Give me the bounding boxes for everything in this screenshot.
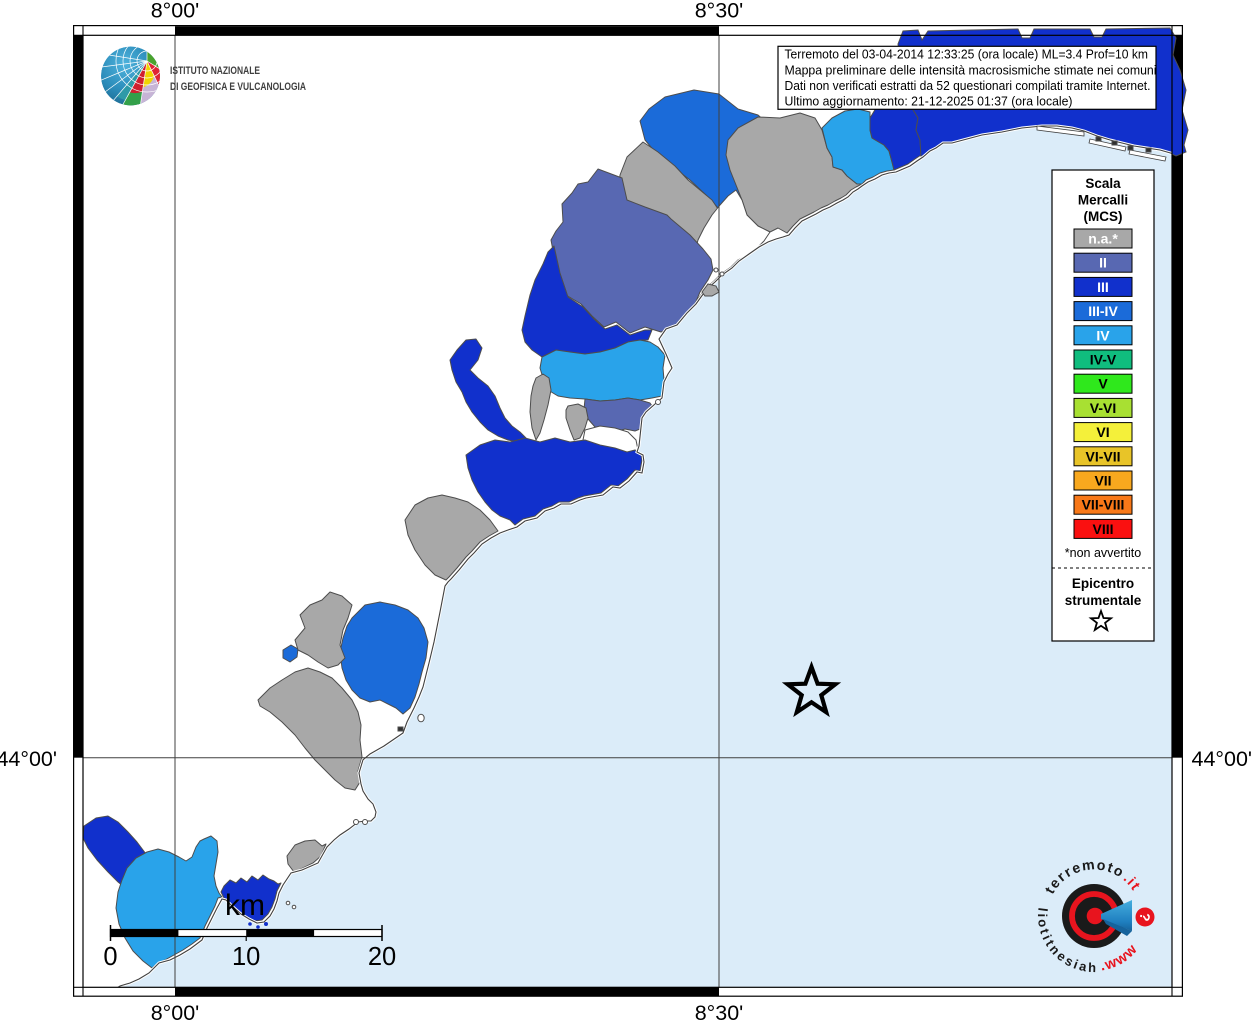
svg-text:Epicentro: Epicentro — [1072, 576, 1134, 591]
svg-text:w: w — [1102, 954, 1120, 973]
svg-text:t: t — [1105, 860, 1115, 877]
svg-text:h: h — [1088, 960, 1097, 975]
svg-text:?: ? — [1136, 911, 1153, 922]
svg-text:VII: VII — [1094, 473, 1111, 489]
svg-text:Mappa preliminare delle intens: Mappa preliminare delle intensità macros… — [785, 63, 1157, 77]
svg-text:(MCS): (MCS) — [1084, 209, 1123, 224]
svg-text:o: o — [1035, 918, 1051, 928]
svg-text:l: l — [1035, 907, 1050, 912]
svg-text:strumentale: strumentale — [1065, 593, 1142, 608]
svg-text:n.a.*: n.a.* — [1088, 231, 1118, 247]
svg-text:i: i — [1035, 913, 1050, 917]
svg-text:44°00': 44°00' — [1192, 747, 1253, 771]
svg-text:t: t — [1037, 927, 1053, 936]
svg-text:m: m — [1081, 857, 1095, 874]
svg-text:V-VI: V-VI — [1090, 400, 1116, 416]
svg-text:.: . — [1099, 958, 1106, 974]
svg-text:44°00': 44°00' — [0, 747, 57, 771]
svg-text:a: a — [1078, 958, 1089, 974]
svg-text:V: V — [1098, 376, 1108, 392]
svg-text:Mercalli: Mercalli — [1078, 193, 1128, 208]
svg-text:ISTITUTO NAZIONALE: ISTITUTO NAZIONALE — [170, 65, 260, 77]
svg-text:IV-V: IV-V — [1090, 352, 1117, 368]
svg-text:8°30': 8°30' — [695, 0, 744, 23]
svg-text:10: 10 — [232, 943, 260, 971]
svg-text:Scala: Scala — [1085, 176, 1121, 191]
svg-text:II: II — [1099, 255, 1107, 271]
svg-text:8°30': 8°30' — [695, 1001, 744, 1024]
svg-text:0: 0 — [103, 943, 117, 971]
svg-text:DI GEOFISICA E VULCANOLOGIA: DI GEOFISICA E VULCANOLOGIA — [170, 81, 306, 93]
svg-text:VII-VIII: VII-VIII — [1082, 497, 1125, 513]
svg-text:Dati non verificati estratti d: Dati non verificati estratti da 52 quest… — [785, 79, 1151, 93]
svg-text:III: III — [1097, 279, 1109, 295]
svg-text:i: i — [1040, 932, 1055, 941]
svg-text:km: km — [225, 889, 265, 922]
svg-text:Ultimo aggiornamento: 21-12-20: Ultimo aggiornamento: 21-12-2025 01:37 (… — [785, 95, 1073, 109]
svg-text:VIII: VIII — [1092, 521, 1113, 537]
svg-text:*non avvertito: *non avvertito — [1065, 546, 1141, 560]
svg-text:20: 20 — [368, 943, 396, 971]
svg-text:VI-VII: VI-VII — [1085, 448, 1120, 464]
svg-text:o: o — [1096, 858, 1107, 875]
svg-text:Terremoto del 03-04-2014 12:33: Terremoto del 03-04-2014 12:33:25 (ora l… — [785, 48, 1149, 62]
svg-text:i: i — [1072, 957, 1081, 972]
svg-text:8°00': 8°00' — [151, 1001, 200, 1024]
svg-text:IV: IV — [1096, 327, 1110, 343]
svg-text:8°00': 8°00' — [151, 0, 200, 23]
svg-text:III-IV: III-IV — [1088, 303, 1118, 319]
svg-text:VI: VI — [1096, 424, 1109, 440]
